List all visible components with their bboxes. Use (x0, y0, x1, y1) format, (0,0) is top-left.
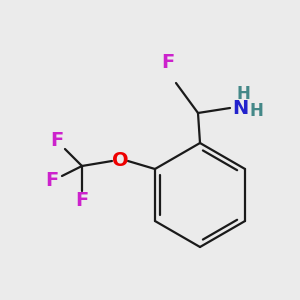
Text: H: H (249, 102, 263, 120)
Text: F: F (161, 53, 175, 73)
Text: F: F (75, 191, 88, 211)
Text: O: O (112, 152, 128, 170)
Text: H: H (236, 85, 250, 103)
Text: F: F (50, 131, 64, 151)
Text: N: N (232, 98, 248, 118)
Text: F: F (45, 172, 58, 190)
